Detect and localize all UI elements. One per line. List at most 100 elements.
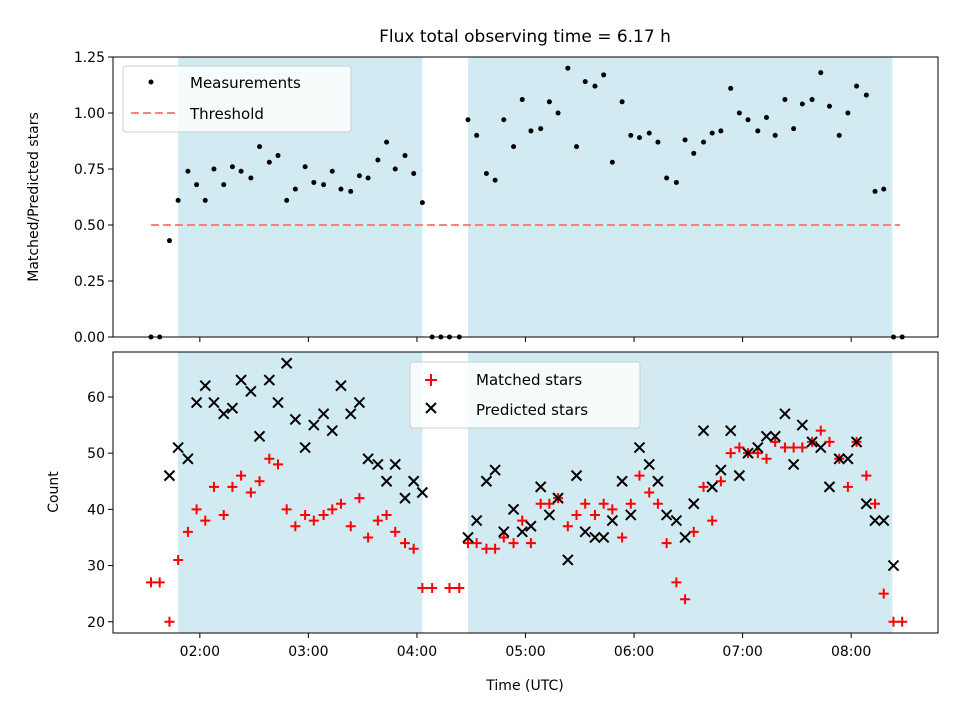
matched-stars-point: [400, 538, 411, 549]
matched-stars-point: [145, 577, 156, 588]
predicted-stars-point: [606, 514, 619, 527]
matched-stars-point: [779, 442, 790, 453]
predicted-stars-point: [552, 492, 564, 504]
y-tick-label: 1.00: [74, 106, 105, 122]
predicted-stars-point: [652, 475, 664, 487]
predicted-stars-point: [462, 531, 474, 544]
top-x-ticks: [199, 337, 852, 342]
measurement-point: [492, 177, 498, 183]
bottom-legend-box: [409, 361, 641, 429]
predicted-stars-point: [416, 486, 429, 499]
matched-stars-point: [417, 583, 428, 594]
measurement-point: [845, 110, 851, 116]
predicted-stars-point: [697, 424, 710, 437]
matched-stars-point: [254, 476, 265, 487]
matched-stars-point: [508, 538, 519, 549]
matched-stars-point: [164, 616, 175, 627]
predicted-stars-point: [878, 514, 890, 527]
matched-stars-point: [227, 481, 238, 492]
predicted-stars-point: [660, 509, 673, 521]
top-y-axis-label: Matched/Predicted stars: [26, 112, 42, 282]
shaded-interval: [178, 352, 423, 633]
matched-stars-point: [535, 498, 546, 509]
predicted-stars-point: [507, 503, 520, 516]
predicted-stars-point: [724, 424, 737, 437]
measurement-point: [601, 72, 607, 78]
matched-stars-point: [390, 526, 401, 537]
measurement-point: [881, 186, 887, 192]
x-tick-label: 07:00: [722, 644, 762, 660]
measurement-point: [592, 83, 598, 89]
matched-stars-point: [888, 616, 899, 627]
matched-stars-point: [671, 577, 682, 588]
measurement-point: [609, 159, 615, 165]
bottom-x-ticks: 02:00 03:00 04:00 05:00 06:00 07:00 08:00: [180, 633, 871, 660]
predicted-stars-point: [516, 526, 528, 538]
measurement-point: [465, 117, 471, 123]
matched-stars-point: [752, 448, 763, 459]
matched-stars-point: [715, 476, 726, 487]
matched-stars-point: [644, 487, 655, 498]
matched-stars-point: [770, 436, 781, 447]
measurement-point: [538, 126, 544, 132]
measurement-point: [292, 186, 298, 192]
matched-stars-point: [444, 583, 455, 594]
matched-stars-point: [372, 515, 383, 526]
predicted-stars-point: [226, 402, 239, 414]
y-tick-label: 0.00: [74, 330, 105, 346]
y-tick-label: 60: [87, 390, 105, 406]
measurement-point: [402, 153, 408, 159]
measurement-point: [419, 200, 425, 206]
predicted-stars-point: [779, 408, 791, 420]
legend-matched-marker: [425, 374, 437, 386]
predicted-stars-point: [887, 559, 900, 572]
predicted-stars-point: [470, 514, 483, 527]
measurement-point: [555, 110, 561, 116]
matched-stars-point: [335, 498, 346, 509]
matched-stars-point: [427, 583, 438, 594]
measurement-point: [682, 137, 688, 143]
predicted-stars-point: [688, 498, 700, 510]
measurement-point: [772, 132, 778, 138]
measurement-point: [411, 170, 417, 176]
predicted-stars-point: [218, 408, 230, 420]
matched-stars-point: [725, 448, 736, 459]
measurement-point: [284, 197, 290, 203]
matched-stars-point: [815, 425, 826, 436]
predicted-stars-point: [299, 441, 311, 454]
matched-stars-point: [200, 515, 211, 526]
matched-stars-point: [580, 498, 591, 509]
matched-stars-point: [525, 538, 536, 549]
matched-stars-point: [154, 577, 165, 588]
y-tick-label: 0.50: [74, 218, 105, 234]
matched-stars-point: [245, 487, 256, 498]
measurement-point: [311, 179, 317, 185]
matched-stars-point: [218, 509, 229, 520]
x-tick-label: 03:00: [288, 644, 328, 660]
legend-matched-label: Matched stars: [476, 371, 582, 389]
matched-stars-point: [517, 515, 528, 526]
predicted-stars-point: [752, 441, 764, 454]
predicted-stars-point: [860, 498, 873, 510]
measurement-point: [338, 186, 344, 192]
measurement-point: [392, 166, 398, 172]
measurement-point: [483, 170, 489, 176]
measurement-point: [799, 101, 805, 107]
measurement-point: [565, 65, 571, 71]
y-tick-label: 50: [87, 446, 105, 462]
measurement-point: [329, 168, 335, 174]
x-tick-label: 06:00: [614, 644, 654, 660]
matched-stars-point: [208, 481, 219, 492]
measurement-point: [863, 92, 869, 98]
measurement-point: [356, 173, 362, 179]
measurement-point: [211, 166, 217, 172]
predicted-stars-point: [842, 453, 854, 465]
measurement-point: [646, 130, 652, 136]
bottom-panel: 20 30 40 50 60 02:00 03:00 04:00 05:00 06:00 07:0…: [46, 351, 939, 694]
matched-stars-point: [481, 543, 492, 554]
predicted-stars-point: [272, 396, 284, 409]
legend-measurements-label: Measurements: [190, 74, 301, 92]
x-tick-label: 05:00: [505, 644, 545, 660]
measurement-point: [655, 139, 661, 145]
